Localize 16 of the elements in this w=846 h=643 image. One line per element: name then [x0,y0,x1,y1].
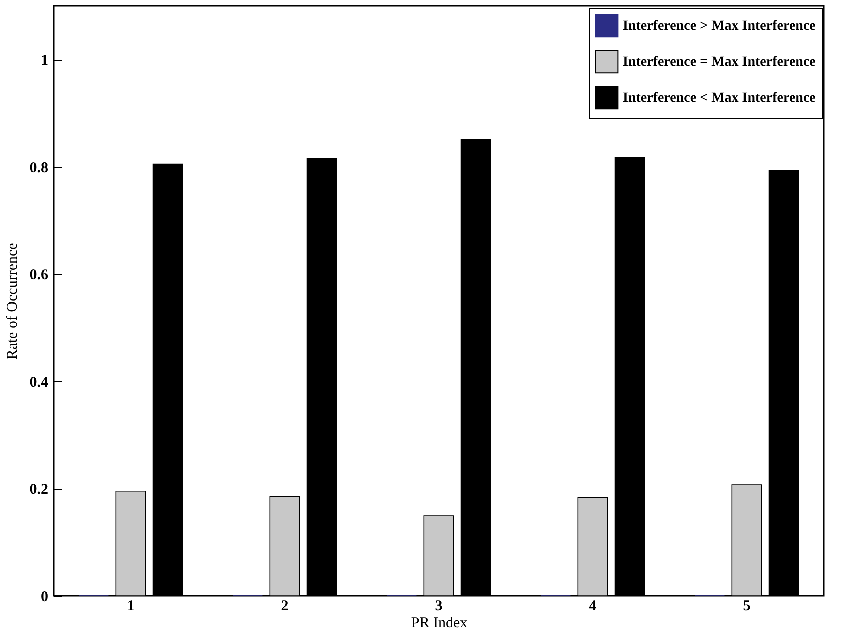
y-tick-label: 0.6 [30,268,49,284]
x-axis-title: PR Index [411,616,468,632]
legend-label: Interference > Max Interference [623,19,816,34]
y-tick-label: 0.4 [30,374,49,391]
x-tick-label: 2 [281,598,289,614]
y-axis-title: Rate of Occurrence [4,242,21,360]
x-tick-label: 5 [743,598,751,614]
legend-label: Interference < Max Interference [623,91,816,106]
y-tick-label: 0 [41,590,48,606]
legend-label: Interference = Max Interference [623,55,816,70]
x-tick-label: 4 [589,598,598,614]
x-tick-label: 3 [435,598,443,614]
x-tick-label: 1 [127,598,135,614]
y-tick-label: 0.2 [30,482,48,498]
y-tick-label: 0.8 [30,160,48,176]
y-tick-label: 1 [41,53,48,70]
